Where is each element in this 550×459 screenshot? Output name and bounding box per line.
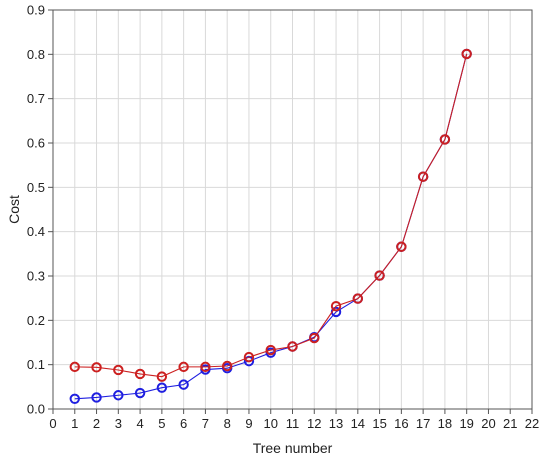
x-tick-label: 3 xyxy=(115,416,122,431)
y-tick-label: 0.3 xyxy=(27,269,45,284)
x-tick-label: 4 xyxy=(136,416,143,431)
x-tick-label: 16 xyxy=(394,416,408,431)
x-tick-label: 5 xyxy=(158,416,165,431)
series-2-point xyxy=(439,134,451,145)
series-1-point xyxy=(69,393,80,405)
x-tick-label: 6 xyxy=(180,416,187,431)
ticks xyxy=(48,9,533,414)
series-2-point xyxy=(352,293,364,304)
x-tick-label: 17 xyxy=(416,416,430,431)
series-2-point xyxy=(178,361,189,373)
x-tick-label: 9 xyxy=(245,416,252,431)
y-tick-label: 0.1 xyxy=(27,357,45,372)
grid xyxy=(53,10,532,409)
series-2-point xyxy=(265,344,276,356)
x-tick-label: 14 xyxy=(351,416,365,431)
series-2-line xyxy=(74,53,468,378)
x-tick-label: 19 xyxy=(459,416,473,431)
x-tick-label: 12 xyxy=(307,416,321,431)
x-tick-label: 11 xyxy=(286,416,300,431)
series-2 xyxy=(69,48,472,382)
x-tick-label: 8 xyxy=(224,416,231,431)
y-tick-label: 0.8 xyxy=(27,47,45,62)
series-2-point xyxy=(417,171,429,182)
x-tick-label: 15 xyxy=(372,416,386,431)
y-tick-label: 0.5 xyxy=(27,180,45,195)
series-1-point xyxy=(113,390,124,401)
y-tick-label: 0.6 xyxy=(27,136,45,151)
x-tick-label: 0 xyxy=(49,416,56,431)
series-1-point xyxy=(178,379,189,390)
x-tick-label: 21 xyxy=(503,416,517,431)
x-tick-label: 18 xyxy=(438,416,452,431)
series-2-point xyxy=(221,360,233,372)
series-2-point xyxy=(243,351,255,363)
series-2-point xyxy=(396,241,407,252)
x-tick-label: 13 xyxy=(329,416,343,431)
x-tick-label: 2 xyxy=(93,416,100,431)
series-2-point xyxy=(113,364,124,376)
series-2-point xyxy=(91,362,102,373)
y-axis-title: Cost xyxy=(6,195,22,224)
series-2-point xyxy=(287,341,298,352)
series-2-point xyxy=(309,332,320,344)
x-tick-label: 1 xyxy=(71,416,78,431)
series-2-point xyxy=(374,270,385,281)
series-2-point xyxy=(134,368,146,380)
series-1-point xyxy=(91,392,102,403)
series-1-point xyxy=(156,382,168,393)
y-tick-label: 0.2 xyxy=(27,313,45,328)
series-2-point xyxy=(461,48,472,60)
series-2-point xyxy=(156,371,168,382)
y-tick-label: 0.9 xyxy=(27,3,45,18)
series-layer xyxy=(69,48,472,405)
tick-labels: 0 1 2 3 4 5 6 7 8 9 10 11 12 13 14 15 16 17 18 19 20 21 220.00… xyxy=(27,3,539,432)
y-tick-label: 0.7 xyxy=(27,91,45,106)
series-2-point xyxy=(200,361,211,373)
x-tick-label: 10 xyxy=(263,416,277,431)
series-2-point xyxy=(330,300,342,312)
series-1-point xyxy=(134,387,146,399)
x-tick-label: 20 xyxy=(481,416,495,431)
series-2-point xyxy=(69,361,80,373)
x-tick-label: 22 xyxy=(525,416,539,431)
y-tick-label: 0.0 xyxy=(27,402,45,417)
x-tick-label: 7 xyxy=(202,416,209,431)
y-tick-label: 0.4 xyxy=(27,224,45,239)
x-axis-title: Tree number xyxy=(253,440,333,456)
